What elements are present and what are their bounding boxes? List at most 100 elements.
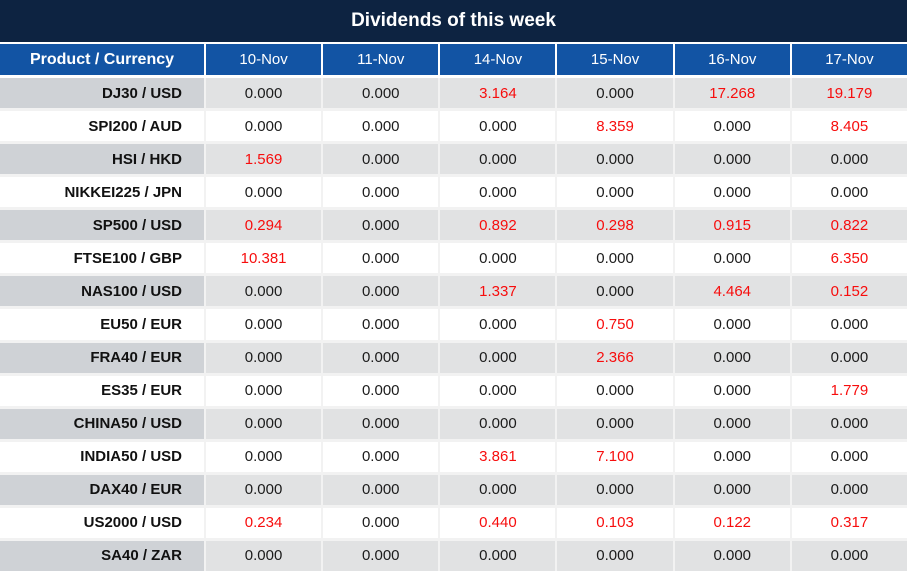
dividend-value-cell: 0.000: [791, 309, 907, 340]
product-cell: FRA40 / EUR: [0, 342, 204, 373]
dividend-value-cell: 0.000: [557, 408, 673, 439]
dividend-value-cell: 7.100: [557, 441, 673, 472]
dividend-value-cell: 0.000: [674, 441, 790, 472]
dividend-value-cell: 0.000: [440, 474, 556, 505]
dividend-value-cell: 0.000: [440, 177, 556, 208]
column-header-date-3: 14-Nov: [440, 44, 556, 75]
column-header-date-1: 10-Nov: [206, 44, 322, 75]
dividend-value-cell: 1.569: [206, 144, 322, 175]
dividend-value-cell: 0.000: [440, 144, 556, 175]
dividend-value-cell: 0.000: [206, 441, 322, 472]
dividend-value-cell: 0.000: [791, 540, 907, 571]
dividend-value-cell: 17.268: [674, 78, 790, 109]
product-cell: SA40 / ZAR: [0, 540, 204, 571]
dividend-value-cell: 0.000: [206, 375, 322, 406]
dividend-value-cell: 0.915: [674, 210, 790, 241]
dividend-value-cell: 6.350: [791, 243, 907, 274]
dividend-value-cell: 0.000: [674, 111, 790, 142]
dividend-value-cell: 0.000: [323, 375, 439, 406]
table-title: Dividends of this week: [0, 0, 907, 42]
dividend-value-cell: 1.779: [791, 375, 907, 406]
dividend-value-cell: 0.000: [206, 342, 322, 373]
dividend-value-cell: 0.000: [206, 111, 322, 142]
dividend-value-cell: 0.750: [557, 309, 673, 340]
dividend-value-cell: 0.000: [791, 342, 907, 373]
dividend-value-cell: 0.000: [557, 243, 673, 274]
column-header-date-6: 17-Nov: [791, 44, 907, 75]
dividend-value-cell: 0.000: [323, 210, 439, 241]
product-cell: INDIA50 / USD: [0, 441, 204, 472]
dividend-value-cell: 0.000: [206, 474, 322, 505]
dividend-value-cell: 0.000: [440, 111, 556, 142]
product-cell: HSI / HKD: [0, 144, 204, 175]
dividend-value-cell: 0.440: [440, 507, 556, 538]
dividend-value-cell: 0.000: [791, 177, 907, 208]
dividend-value-cell: 0.000: [674, 144, 790, 175]
dividend-value-cell: 0.000: [206, 177, 322, 208]
dividend-value-cell: 0.000: [674, 540, 790, 571]
product-cell: DJ30 / USD: [0, 78, 204, 109]
dividend-value-cell: 0.000: [323, 441, 439, 472]
dividend-value-cell: 0.298: [557, 210, 673, 241]
dividend-value-cell: 0.000: [323, 540, 439, 571]
dividend-value-cell: 0.000: [674, 408, 790, 439]
dividend-value-cell: 0.000: [323, 243, 439, 274]
dividend-value-cell: 10.381: [206, 243, 322, 274]
dividend-value-cell: 0.000: [674, 474, 790, 505]
product-cell: DAX40 / EUR: [0, 474, 204, 505]
dividend-value-cell: 0.000: [323, 111, 439, 142]
dividend-value-cell: 0.000: [440, 342, 556, 373]
dividend-value-cell: 0.000: [323, 276, 439, 307]
table-body: DJ30 / USD 0.000 0.000 3.164 0.000 17.268 19.1…: [0, 78, 907, 571]
dividend-value-cell: 0.000: [557, 78, 673, 109]
product-cell: SP500 / USD: [0, 210, 204, 241]
dividend-value-cell: 0.000: [674, 243, 790, 274]
dividend-value-cell: 0.000: [557, 375, 673, 406]
dividend-value-cell: 0.000: [791, 441, 907, 472]
dividend-value-cell: 0.000: [791, 408, 907, 439]
dividend-value-cell: 4.464: [674, 276, 790, 307]
dividend-value-cell: 0.000: [323, 177, 439, 208]
dividend-value-cell: 3.164: [440, 78, 556, 109]
dividend-value-cell: 0.000: [206, 276, 322, 307]
dividend-value-cell: 0.122: [674, 507, 790, 538]
dividend-value-cell: 0.000: [557, 177, 673, 208]
dividend-value-cell: 0.294: [206, 210, 322, 241]
dividend-value-cell: 0.000: [674, 375, 790, 406]
dividend-value-cell: 0.000: [674, 309, 790, 340]
dividend-value-cell: 0.000: [206, 309, 322, 340]
dividend-value-cell: 0.000: [791, 474, 907, 505]
column-header-date-5: 16-Nov: [674, 44, 790, 75]
dividend-value-cell: 2.366: [557, 342, 673, 373]
dividend-value-cell: 1.337: [440, 276, 556, 307]
dividend-value-cell: 0.000: [440, 375, 556, 406]
product-cell: SPI200 / AUD: [0, 111, 204, 142]
dividend-value-cell: 0.103: [557, 507, 673, 538]
dividend-value-cell: 0.000: [323, 144, 439, 175]
product-cell: FTSE100 / GBP: [0, 243, 204, 274]
product-cell: CHINA50 / USD: [0, 408, 204, 439]
dividend-value-cell: 19.179: [791, 78, 907, 109]
dividend-value-cell: 8.405: [791, 111, 907, 142]
column-header-date-4: 15-Nov: [557, 44, 673, 75]
dividend-value-cell: 0.000: [440, 309, 556, 340]
table-header-row: Product / Currency 10-Nov 11-Nov 14-Nov …: [0, 44, 907, 75]
dividend-value-cell: 0.000: [674, 177, 790, 208]
dividend-value-cell: 0.234: [206, 507, 322, 538]
dividend-value-cell: 0.000: [323, 474, 439, 505]
dividend-value-cell: 0.000: [323, 309, 439, 340]
product-cell: NAS100 / USD: [0, 276, 204, 307]
dividend-value-cell: 0.317: [791, 507, 907, 538]
product-cell: ES35 / EUR: [0, 375, 204, 406]
dividend-value-cell: 0.000: [557, 276, 673, 307]
dividend-value-cell: 0.000: [206, 540, 322, 571]
dividend-value-cell: 0.000: [206, 78, 322, 109]
dividend-value-cell: 0.000: [674, 342, 790, 373]
dividend-value-cell: 0.000: [557, 144, 673, 175]
dividend-value-cell: 0.000: [791, 144, 907, 175]
dividend-value-cell: 0.822: [791, 210, 907, 241]
dividend-value-cell: 0.000: [323, 507, 439, 538]
dividend-value-cell: 0.000: [323, 408, 439, 439]
dividend-value-cell: 0.000: [323, 78, 439, 109]
